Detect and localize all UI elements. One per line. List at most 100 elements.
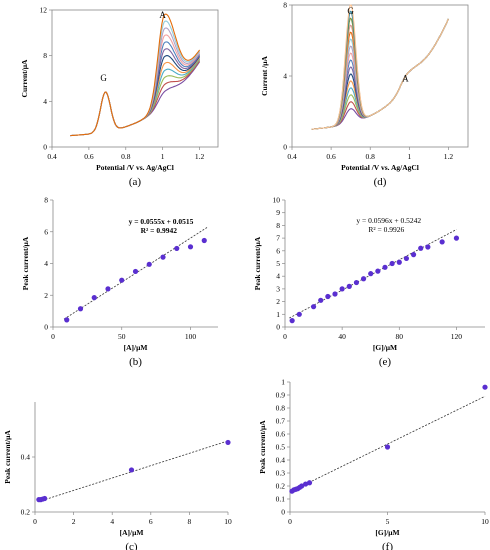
data-point — [346, 283, 352, 289]
fit-line — [289, 395, 486, 493]
x-tick-label: 100 — [185, 332, 197, 341]
data-point — [187, 244, 194, 250]
x-tick-label: 0.6 — [84, 152, 94, 161]
x-tick-label: 0 — [283, 332, 287, 341]
data-point — [225, 439, 231, 446]
data-point — [353, 279, 360, 286]
x-tick-label: 80 — [396, 332, 404, 341]
panel-label: (c) — [125, 541, 138, 550]
fit-r-squared: R² = 0.9942 — [141, 226, 178, 235]
data-point — [64, 317, 70, 323]
y-axis-label: Peak current/μA — [258, 420, 267, 474]
y-tick-label: 2 — [44, 291, 48, 300]
x-tick-label: 0.4 — [287, 152, 297, 161]
x-axis-label: [G]/μM — [373, 343, 397, 352]
y-tick-label: 10 — [273, 196, 281, 205]
x-tick-label: 0.8 — [366, 152, 376, 161]
y-axis-label: Peak current/μA — [21, 236, 30, 290]
y-axis-label: Current /μA — [260, 56, 269, 96]
y-tick-label: 0.3 — [276, 469, 286, 478]
cv-curve — [311, 10, 449, 130]
y-tick-label: 4 — [276, 272, 280, 281]
cv-curve — [311, 18, 449, 130]
panel-label: (d) — [374, 176, 387, 188]
y-tick-label: 8 — [44, 196, 48, 205]
data-point — [375, 268, 381, 274]
peak-annotation: A — [159, 10, 166, 20]
cv-curve — [70, 58, 201, 137]
x-tick-label: 0 — [33, 517, 37, 526]
y-tick-label: 0.4 — [276, 456, 286, 465]
data-point — [425, 244, 431, 250]
y-tick-label: 0 — [44, 323, 48, 332]
fit-r-squared: R² = 0.9926 — [368, 225, 404, 234]
x-tick-label: 0 — [51, 332, 55, 341]
x-axis-label: Potential /V vs. Ag/AgCl — [341, 163, 419, 172]
panel-f-scatter-chart: 0 5 10 0 0.1 0.2 0.3 0.4 0.5 0.6 0.7 0.8 0.9 1 [G]/μM P… — [258, 378, 489, 550]
cv-curve — [311, 18, 449, 130]
cv-curve — [70, 59, 201, 137]
data-point — [368, 271, 374, 277]
x-tick-label: 0 — [288, 517, 292, 526]
x-tick-label: 0.8 — [121, 152, 131, 161]
x-tick-label: 0.6 — [326, 152, 336, 161]
data-point — [160, 254, 166, 260]
cv-curve — [311, 18, 449, 130]
x-tick-label: 50 — [118, 332, 126, 341]
data-point — [403, 255, 410, 262]
data-point — [482, 384, 488, 390]
y-tick-label: 0 — [283, 143, 287, 152]
peak-annotation: G — [100, 73, 107, 83]
fit-equation: y = 0.0596x + 0.5242 — [356, 216, 421, 225]
data-point — [382, 264, 388, 270]
x-axis-label: Potential /V vs. Ag/AgCl — [96, 163, 174, 172]
cv-curve — [311, 18, 449, 130]
y-axis-label: Peak current/μA — [253, 236, 262, 290]
data-point — [339, 286, 345, 292]
cv-curve — [70, 48, 201, 137]
y-tick-label: 0.8 — [276, 404, 286, 413]
data-point — [289, 318, 295, 324]
x-axis-label: [G]/μM — [375, 528, 399, 537]
cv-curve — [311, 18, 449, 130]
y-axis-label: Peak current/μA — [3, 430, 12, 484]
x-tick-label: 40 — [338, 332, 346, 341]
cv-curve — [70, 27, 201, 137]
data-point — [132, 268, 139, 275]
panel-label: (e) — [379, 356, 392, 368]
y-tick-label: 6 — [276, 246, 280, 255]
y-tick-label: 0.6 — [276, 430, 286, 439]
y-tick-label: 3 — [276, 284, 280, 293]
cv-curve — [70, 13, 201, 137]
x-tick-label: 4 — [110, 517, 114, 526]
cv-curve — [311, 18, 449, 130]
data-point — [332, 291, 338, 297]
x-tick-label: 10 — [481, 517, 489, 526]
panel-e-scatter-chart: 0 40 80 120 0 1 2 3 4 5 6 7 8 9 10 [G]/μM Peak current/μ… — [253, 196, 485, 368]
data-point — [325, 293, 331, 300]
data-point — [310, 304, 317, 310]
data-point — [439, 239, 445, 245]
data-point — [77, 306, 84, 312]
data-point — [201, 237, 207, 244]
data-point — [389, 260, 395, 267]
x-tick-label: 0.4 — [47, 152, 57, 161]
y-tick-label: 1 — [281, 378, 285, 387]
data-point — [410, 252, 417, 258]
x-tick-label: 6 — [149, 517, 153, 526]
y-tick-label: 0.4 — [21, 453, 31, 462]
data-point — [174, 245, 180, 252]
y-tick-label: 0.1 — [276, 495, 286, 504]
panel-label: (a) — [129, 176, 142, 188]
x-tick-label: 1.2 — [444, 152, 454, 161]
x-tick-label: 2 — [72, 517, 76, 526]
cv-curve — [311, 18, 449, 130]
panel-c-scatter-chart: 0 2 4 6 8 10 0.2 0.4 [A]/μM Peak current/μA (c) — [3, 402, 232, 550]
panel-b-scatter-chart: 0 50 100 0 2 4 6 8 [A]/μM Peak current/μA (b) y = 0… — [21, 196, 218, 368]
data-point — [146, 261, 152, 267]
panel-a-cv-chart: 0.4 0.6 0.8 1 1.2 0 4 8 12 Potential /V vs. Ag/Ag… — [20, 6, 219, 188]
cv-curve — [70, 61, 201, 137]
y-tick-label: 0.2 — [21, 508, 31, 517]
cv-curve — [311, 18, 449, 130]
y-tick-label: 0.9 — [276, 391, 286, 400]
